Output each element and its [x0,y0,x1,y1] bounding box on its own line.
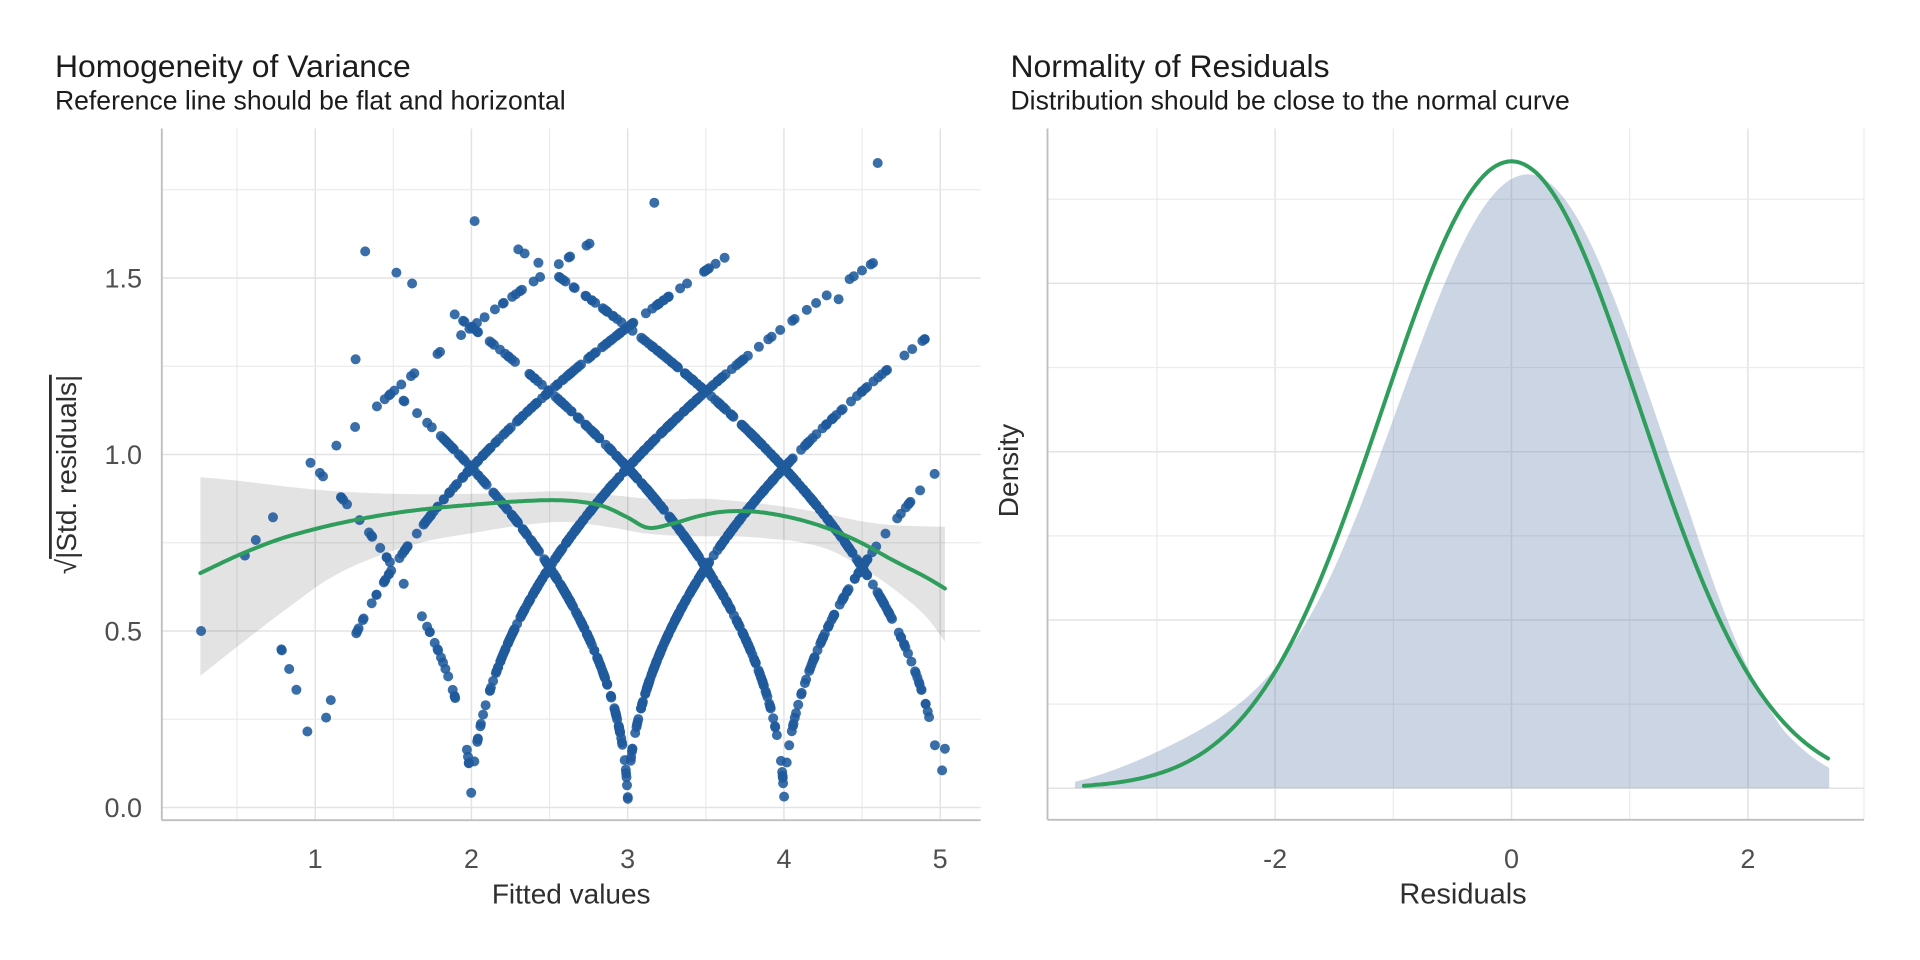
svg-text:Normality of Residuals: Normality of Residuals [1011,48,1330,84]
svg-text:Fitted values: Fitted values [492,879,651,910]
svg-text:2: 2 [1740,844,1755,874]
svg-text:0.5: 0.5 [104,617,142,647]
svg-text:5: 5 [933,844,948,874]
svg-text:Residuals: Residuals [1399,879,1526,911]
svg-text:1.0: 1.0 [104,440,142,470]
svg-text:3: 3 [620,844,635,874]
svg-text:2: 2 [464,844,479,874]
svg-text:-2: -2 [1263,844,1287,874]
svg-text:1: 1 [308,844,323,874]
svg-text:0: 0 [1504,844,1519,874]
svg-text:Reference line should be flat: Reference line should be flat and horizo… [55,85,566,115]
svg-text:√|Std. residuals|: √|Std. residuals| [51,375,82,575]
svg-text:Homogeneity of Variance: Homogeneity of Variance [55,48,411,84]
svg-text:0.0: 0.0 [104,793,142,823]
svg-text:Distribution should be close t: Distribution should be close to the norm… [1011,85,1570,115]
svg-text:1.5: 1.5 [104,264,142,294]
svg-text:Density: Density [993,424,1024,517]
svg-text:4: 4 [776,844,791,874]
